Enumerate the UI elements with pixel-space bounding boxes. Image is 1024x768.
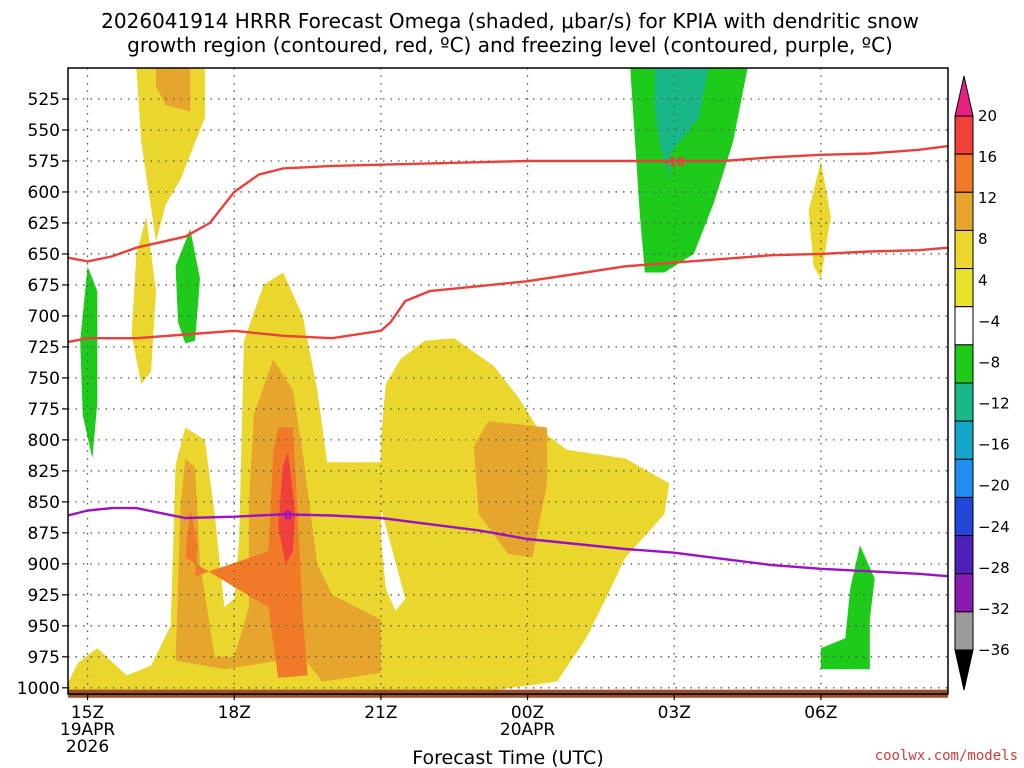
colorbar-box bbox=[954, 611, 974, 651]
omega-region-8 bbox=[473, 421, 548, 558]
y-tick-label: 875 bbox=[28, 524, 60, 544]
chart-title-line2: growth region (contoured, red, ºC) and f… bbox=[127, 33, 893, 57]
colorbar-bottom-arrow bbox=[954, 649, 974, 691]
colorbar-label: 8 bbox=[978, 230, 988, 248]
x-tick-label: 06Z bbox=[804, 703, 837, 723]
freezing-level-label: 0 bbox=[284, 508, 292, 522]
colorbar-box bbox=[954, 458, 974, 498]
plot-frame bbox=[67, 67, 949, 695]
y-tick-label: 625 bbox=[28, 214, 60, 234]
colorbar-label: −20 bbox=[978, 477, 1010, 495]
y-tick-label: 975 bbox=[28, 648, 60, 668]
omega-region-4 bbox=[68, 272, 670, 694]
y-tick-label: 675 bbox=[28, 276, 60, 296]
y-tick-label: 725 bbox=[28, 338, 60, 358]
y-tick-label: 850 bbox=[28, 493, 60, 513]
colorbar-box bbox=[954, 382, 974, 422]
y-tick-label: 775 bbox=[28, 400, 60, 420]
x-tick-label: 00Z bbox=[511, 703, 544, 723]
colorbar-box bbox=[954, 153, 974, 193]
colorbar-label: 4 bbox=[978, 271, 988, 289]
x-tick-year: 2026 bbox=[66, 737, 109, 757]
omega-region-7 bbox=[278, 452, 296, 564]
colorbar-label: 20 bbox=[978, 107, 997, 125]
y-tick-label: 750 bbox=[28, 369, 60, 389]
colorbar-label: −36 bbox=[978, 641, 1010, 659]
colorbar-box bbox=[954, 115, 974, 155]
colorbar-legend: 20 16 12 8 4 −4 −8 −12 −16 −20 −24 −28 −32 −36 bbox=[954, 75, 1010, 691]
omega-region-13 bbox=[820, 545, 875, 670]
colorbar-box bbox=[954, 535, 974, 575]
colorbar-box bbox=[954, 306, 974, 346]
colorbar-box bbox=[954, 496, 974, 537]
x-tick-date: 20APR bbox=[500, 720, 556, 740]
y-tick-label: 950 bbox=[28, 617, 60, 637]
y-tick-label: 825 bbox=[28, 462, 60, 482]
omega-shading bbox=[68, 68, 875, 694]
colorbar-label: −12 bbox=[978, 395, 1010, 413]
omega-region-11 bbox=[80, 266, 98, 459]
omega-region-1 bbox=[156, 68, 191, 112]
y-tick-label: 700 bbox=[28, 307, 60, 327]
y-tick-label: 600 bbox=[28, 183, 60, 203]
colorbar-label: −28 bbox=[978, 559, 1010, 577]
x-tick-date: 19APR bbox=[60, 720, 116, 740]
y-tick-label: 900 bbox=[28, 555, 60, 575]
colorbar-label: −16 bbox=[978, 436, 1010, 454]
colorbar-label: 16 bbox=[978, 148, 997, 166]
x-tick-label: 03Z bbox=[658, 703, 691, 723]
y-tick-label: 550 bbox=[28, 121, 60, 141]
chart-title-line1: 2026041914 HRRR Forecast Omega (shaded, … bbox=[101, 9, 919, 33]
omega-region-10 bbox=[654, 68, 709, 180]
temperature-contours: -18 0 bbox=[68, 144, 948, 578]
colorbar-label: 12 bbox=[978, 189, 997, 207]
y-tick-label: 925 bbox=[28, 586, 60, 606]
y-tick-label: 525 bbox=[28, 90, 60, 110]
dgz-top-contour bbox=[68, 144, 948, 263]
colorbar-box bbox=[954, 573, 974, 613]
colorbar-label: −4 bbox=[978, 312, 1000, 330]
colorbar-label: −8 bbox=[978, 353, 1000, 371]
omega-region-3 bbox=[808, 161, 831, 279]
credit-text: coolwx.com/models bbox=[875, 748, 1018, 764]
colorbar-label: −24 bbox=[978, 518, 1010, 536]
y-tick-label: 575 bbox=[28, 152, 60, 172]
colorbar-box bbox=[954, 191, 974, 231]
dgz-contour-label: -18 bbox=[663, 155, 685, 169]
omega-region-6 bbox=[185, 427, 308, 678]
colorbar-top-arrow bbox=[954, 75, 974, 117]
y-tick-label: 650 bbox=[28, 245, 60, 265]
y-tick-label: 800 bbox=[28, 431, 60, 451]
x-tick-label: 15Z bbox=[71, 703, 104, 723]
colorbar-box bbox=[954, 344, 974, 384]
omega-region-2 bbox=[131, 216, 156, 385]
colorbar-box bbox=[954, 268, 974, 308]
x-tick-label: 18Z bbox=[218, 703, 251, 723]
dgz-bottom-contour bbox=[68, 246, 948, 344]
omega-region-0 bbox=[136, 68, 205, 242]
colorbar-box bbox=[954, 229, 974, 270]
omega-region-12 bbox=[175, 229, 200, 344]
x-tick-label: 21Z bbox=[364, 703, 397, 723]
y-tick-label: 1000 bbox=[17, 679, 60, 699]
x-axis-label: Forecast Time (UTC) bbox=[412, 747, 603, 768]
colorbar-box bbox=[954, 420, 974, 460]
freezing-level-contour bbox=[68, 506, 948, 578]
colorbar-label: −32 bbox=[978, 600, 1010, 618]
ground-strip bbox=[68, 689, 948, 694]
pressure-axis: 525 550 575 600 625 650 675 700 725 750 775 800 825 8… bbox=[17, 90, 68, 699]
